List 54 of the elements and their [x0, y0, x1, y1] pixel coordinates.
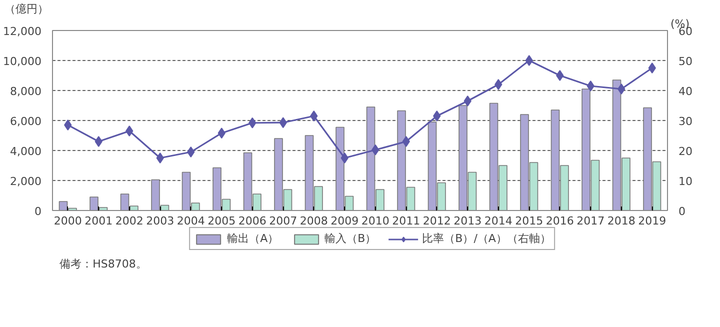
point: [187, 146, 195, 158]
x-tick-label: 2010: [361, 214, 390, 228]
y-tick-label: 6,000: [10, 115, 42, 128]
x-tick-label: 2013: [454, 214, 482, 228]
y-tick-label: 2,000: [10, 175, 42, 188]
y2-tick-label: 10: [678, 175, 692, 188]
x-tick-label: 2002: [115, 214, 144, 228]
y-tick-label: 4,000: [10, 145, 42, 158]
point: [310, 110, 318, 122]
y2-tick-label: 0: [678, 205, 686, 218]
point: [525, 55, 533, 66]
x-tick-label: 2000: [54, 214, 82, 228]
x-tick-label: 2015: [515, 214, 544, 228]
x-tick-label: 2017: [576, 214, 605, 228]
x-tick-label: 2003: [146, 214, 174, 228]
text: 備考：HS8708。: [60, 258, 147, 270]
point: [586, 80, 594, 92]
point: [556, 70, 564, 81]
point: [402, 136, 410, 147]
x-tick-label: 2006: [238, 214, 266, 228]
y2-tick-label: 50: [678, 55, 692, 68]
x-tick-label: 2019: [638, 214, 666, 228]
y-axis-title: （億円）: [4, 2, 48, 16]
point: [433, 110, 441, 122]
y2-tick-label: 20: [678, 145, 692, 158]
point: [618, 84, 626, 94]
x-tick-label: 2009: [330, 214, 359, 228]
point: [464, 96, 472, 106]
y2-tick-label: 40: [678, 85, 692, 98]
point: [94, 136, 102, 147]
legend-label: 輸入（B）: [324, 231, 376, 246]
y-tick-label: 12,000: [3, 25, 42, 38]
y-tick-label: 0: [34, 205, 42, 218]
point: [64, 120, 72, 130]
legend-label: 輸出（A）: [227, 231, 279, 246]
x-tick-label: 2011: [392, 214, 420, 228]
y-tick-label: 8,000: [10, 85, 42, 98]
x-tick-label: 2007: [269, 214, 298, 228]
y-tick-label: 10,000: [3, 55, 42, 68]
x-tick-label: 2008: [300, 214, 328, 228]
x-tick-label: 2004: [176, 214, 205, 228]
point: [340, 152, 348, 164]
point: [126, 126, 134, 136]
point: [494, 79, 502, 90]
x-tick-label: 2018: [607, 214, 636, 228]
x-tick-label: 2016: [546, 214, 574, 228]
x-tick-label: 2001: [84, 214, 113, 228]
x-tick-label: 2014: [484, 214, 512, 228]
point: [648, 62, 656, 74]
x-tick-label: 2005: [208, 214, 236, 228]
y2-tick-label: 30: [678, 115, 692, 128]
legend-label: 比率（B）/（A）（右軸）: [422, 231, 551, 246]
point: [156, 152, 164, 164]
x-tick-label: 2012: [422, 214, 451, 228]
